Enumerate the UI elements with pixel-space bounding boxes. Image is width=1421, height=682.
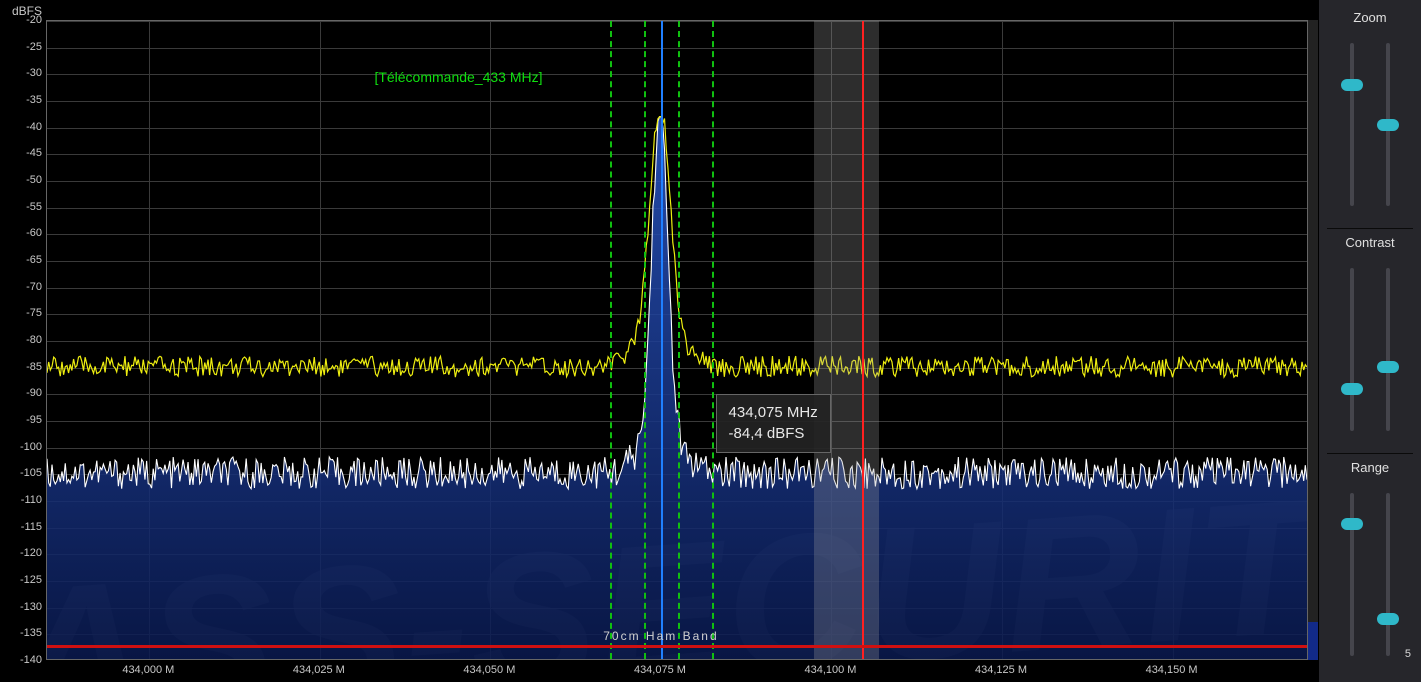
peak-hold-trace xyxy=(47,117,1307,377)
y-tick: -85 xyxy=(26,361,42,373)
bandwidth-edge[interactable] xyxy=(712,21,714,659)
zoom-slider-right[interactable] xyxy=(1383,35,1393,214)
slider-panel-zoom: Zoom xyxy=(1327,4,1413,228)
y-axis: -20-25-30-35-40-45-50-55-60-65-70-75-80-… xyxy=(0,20,46,660)
y-tick: -135 xyxy=(20,627,42,639)
sidebar: Zoom Contrast Range 5 xyxy=(1318,0,1421,682)
tooltip-db: -84,4 dBFS xyxy=(729,424,818,444)
bandwidth-edge[interactable] xyxy=(610,21,612,659)
slider-thumb[interactable] xyxy=(1377,361,1399,373)
x-tick: 434,100 M xyxy=(804,664,856,676)
bandwidth-edge[interactable] xyxy=(678,21,680,659)
y-tick: -50 xyxy=(26,174,42,186)
y-tick: -25 xyxy=(26,41,42,53)
x-tick: 434,050 M xyxy=(463,664,515,676)
slider-thumb[interactable] xyxy=(1341,518,1363,530)
spectrum-chart[interactable]: ASS-SECURITY.F [Télécommande_433 MHz]70c… xyxy=(46,20,1308,660)
range-value: 5 xyxy=(1405,648,1411,660)
y-tick: -20 xyxy=(26,14,42,26)
center-cursor[interactable] xyxy=(661,21,663,659)
y-tick: -65 xyxy=(26,254,42,266)
x-tick: 434,000 M xyxy=(122,664,174,676)
bandwidth-edge[interactable] xyxy=(644,21,646,659)
y-tick: -90 xyxy=(26,387,42,399)
tooltip-freq: 434,075 MHz xyxy=(729,403,818,423)
band-label: 70cm Ham Band xyxy=(603,629,718,643)
y-tick: -125 xyxy=(20,574,42,586)
y-tick: -35 xyxy=(26,94,42,106)
range-slider-right[interactable] xyxy=(1383,485,1393,664)
live-trace-fill xyxy=(47,117,1307,659)
spectrum-plot: dBFS -20-25-30-35-40-45-50-55-60-65-70-7… xyxy=(0,0,1318,682)
y-tick: -130 xyxy=(20,601,42,613)
bookmark-label[interactable]: [Télécommande_433 MHz] xyxy=(374,69,542,85)
panel-title: Range xyxy=(1351,460,1389,475)
y-tick: -55 xyxy=(26,201,42,213)
x-tick: 434,150 M xyxy=(1146,664,1198,676)
y-tick: -40 xyxy=(26,121,42,133)
x-tick: 434,025 M xyxy=(293,664,345,676)
level-meter xyxy=(1308,20,1318,660)
x-axis: 434,000 M 434,025 M 434,050 M 434,075 M 434,… xyxy=(46,662,1308,682)
slider-panel-contrast: Contrast xyxy=(1327,228,1413,453)
y-tick: -75 xyxy=(26,307,42,319)
slider-panel-range: Range 5 xyxy=(1327,453,1413,678)
contrast-slider-left[interactable] xyxy=(1347,260,1357,439)
level-meter-fill xyxy=(1308,622,1318,660)
y-tick: -105 xyxy=(20,467,42,479)
cursor-tooltip: 434,075 MHz-84,4 dBFS xyxy=(716,394,831,453)
selection-band[interactable] xyxy=(814,21,879,659)
y-tick: -30 xyxy=(26,67,42,79)
y-tick: -45 xyxy=(26,147,42,159)
slider-thumb[interactable] xyxy=(1377,119,1399,131)
y-tick: -120 xyxy=(20,547,42,559)
slider-thumb[interactable] xyxy=(1341,383,1363,395)
y-tick: -80 xyxy=(26,334,42,346)
contrast-slider-right[interactable] xyxy=(1383,260,1393,439)
y-tick: -70 xyxy=(26,281,42,293)
x-tick: 434,125 M xyxy=(975,664,1027,676)
range-slider-left[interactable] xyxy=(1347,485,1357,664)
y-tick: -100 xyxy=(20,441,42,453)
slider-thumb[interactable] xyxy=(1341,79,1363,91)
y-tick: -140 xyxy=(20,654,42,666)
tuned-cursor[interactable] xyxy=(862,21,864,659)
panel-title: Contrast xyxy=(1345,235,1394,250)
slider-thumb[interactable] xyxy=(1377,613,1399,625)
y-tick: -60 xyxy=(26,227,42,239)
zoom-slider-left[interactable] xyxy=(1347,35,1357,214)
y-tick: -110 xyxy=(21,494,42,506)
band-line xyxy=(47,645,1307,648)
y-tick: -95 xyxy=(26,414,42,426)
x-tick: 434,075 M xyxy=(634,664,686,676)
panel-title: Zoom xyxy=(1353,10,1386,25)
y-tick: -115 xyxy=(21,521,42,533)
